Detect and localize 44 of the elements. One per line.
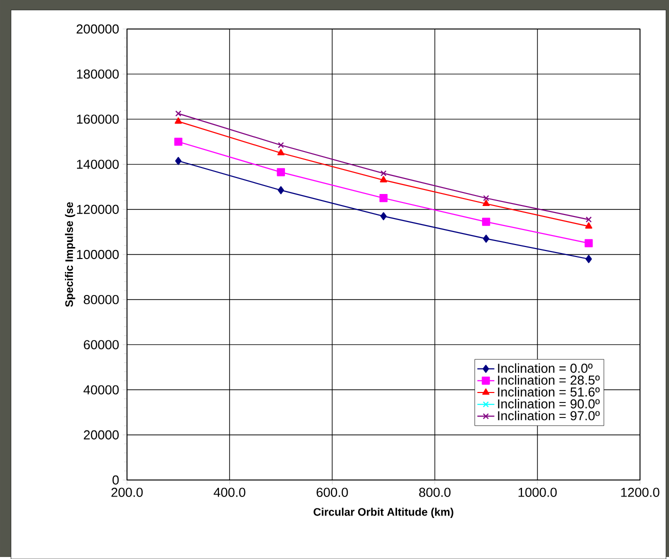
point — [175, 156, 182, 165]
x-tick-label: 400.0 — [214, 488, 246, 497]
y-tick-label: 40000 — [84, 385, 119, 394]
point — [483, 194, 490, 202]
point — [276, 168, 285, 176]
x-tick-label: 600.0 — [316, 488, 348, 497]
x-tick-label: 1200.0 — [621, 488, 660, 497]
y-tick-label: 0 — [112, 475, 119, 484]
legend-label: Inclination = 97.0º — [498, 410, 600, 420]
point — [380, 170, 387, 176]
y-tick-label: 200000 — [76, 24, 119, 34]
legend-label: Inclination = 51.6º — [498, 386, 600, 396]
y-tick-label: 60000 — [84, 340, 119, 350]
point — [277, 148, 284, 156]
y-tick-label: 180000 — [77, 69, 119, 79]
legend-label: Inclination = 90.0º — [498, 398, 600, 408]
y-tick-label: 160000 — [77, 114, 119, 124]
point — [482, 234, 490, 243]
point — [380, 176, 388, 182]
y-tick-label: 20000 — [84, 430, 119, 440]
x-tick-label: 800.0 — [419, 488, 451, 497]
x-tick-label: 1000.0 — [518, 488, 557, 497]
x-axis-title: Circular Orbit Altitude (km) — [314, 508, 454, 518]
point — [174, 117, 182, 124]
point — [379, 194, 388, 202]
point — [278, 142, 284, 148]
y-tick-label: 140000 — [77, 160, 119, 169]
legend-label: Inclination = 0.0º — [498, 363, 593, 373]
y-axis-title: Specific Impulse (se — [64, 202, 76, 307]
point — [174, 138, 182, 146]
x-tick-label: 200.0 — [111, 488, 143, 497]
point — [482, 200, 490, 206]
point — [278, 186, 284, 194]
y-tick-label: 100000 — [77, 250, 119, 259]
point — [380, 212, 387, 220]
point — [482, 218, 490, 226]
legend-label: Inclination = 28.5º — [498, 375, 600, 385]
point — [175, 110, 182, 116]
point — [586, 216, 592, 222]
point — [585, 222, 592, 229]
point — [586, 254, 592, 263]
y-tick-label: 80000 — [84, 294, 119, 304]
point — [584, 239, 593, 248]
y-tick-label: 120000 — [77, 204, 119, 214]
